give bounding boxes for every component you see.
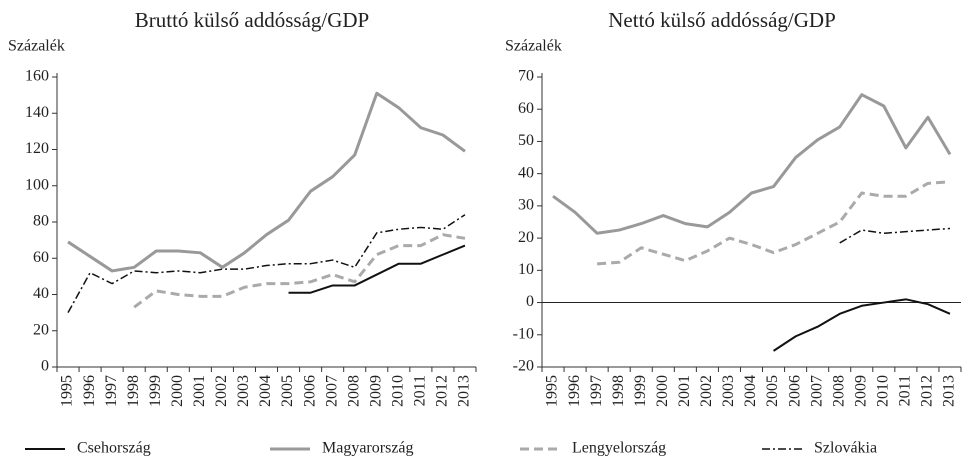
x-tick-label: 2007 <box>323 375 340 407</box>
x-tick-label: 2003 <box>235 375 252 407</box>
y-tick-label: 20 <box>33 321 49 338</box>
x-tick-label: 2010 <box>389 375 406 407</box>
y-tick-label: 60 <box>518 100 534 117</box>
legend-label: Magyarország <box>322 440 414 457</box>
x-tick-label: 2009 <box>367 375 384 407</box>
x-tick-label: 1998 <box>610 375 627 407</box>
x-tick-label: 2005 <box>279 375 296 407</box>
x-tick-label: 2006 <box>301 375 318 407</box>
series-line <box>773 298 951 352</box>
chart-title: Nettó külső addósság/GDP <box>608 8 836 32</box>
x-tick-label: 1996 <box>566 375 583 407</box>
x-tick-label: 2004 <box>257 375 274 407</box>
x-tick-label: 2004 <box>742 375 759 407</box>
y-tick-label: 10 <box>518 261 534 278</box>
y-tick-label: 40 <box>33 285 49 302</box>
x-tick-label: 2002 <box>213 375 230 407</box>
x-tick-label: 2003 <box>720 375 737 407</box>
x-tick-label: 1996 <box>81 375 98 407</box>
y-tick-label: 0 <box>41 358 49 375</box>
y-tick-label: -10 <box>513 325 534 342</box>
x-tick-label: 2007 <box>808 375 825 407</box>
x-tick-label: 2000 <box>169 375 186 407</box>
x-tick-label: 2001 <box>191 375 208 407</box>
x-tick-label: 1995 <box>59 375 76 407</box>
y-tick-label: 0 <box>526 293 534 310</box>
x-tick-label: 2000 <box>654 375 671 407</box>
series-line <box>597 180 951 266</box>
y-tick-label: 30 <box>518 197 534 214</box>
x-tick-label: 2009 <box>852 375 869 407</box>
y-tick-label: 80 <box>33 213 49 230</box>
series-line <box>839 227 951 244</box>
x-tick-label: 2010 <box>874 375 891 407</box>
y-tick-label: 70 <box>518 68 534 85</box>
x-tick-label: 2011 <box>412 375 429 406</box>
x-tick-label: 1999 <box>147 375 164 407</box>
x-tick-label: 2012 <box>434 375 451 407</box>
y-tick-label: 50 <box>518 132 534 149</box>
x-tick-label: 2001 <box>676 375 693 407</box>
x-tick-label: 2008 <box>345 375 362 407</box>
series-line <box>133 233 466 309</box>
x-tick-label: 1997 <box>588 375 605 407</box>
y-tick-label: 160 <box>25 68 49 85</box>
x-tick-label: 1998 <box>125 375 142 407</box>
x-tick-label: 1997 <box>103 375 120 407</box>
x-tick-label: 2006 <box>786 375 803 407</box>
series-line <box>288 244 466 294</box>
y-tick-label: -20 <box>513 358 534 375</box>
legend-label: Lengyelország <box>572 440 666 457</box>
x-tick-label: 2013 <box>941 375 958 407</box>
legend-label: Szlovákia <box>814 440 877 457</box>
x-tick-label: 2012 <box>919 375 936 407</box>
chart-title: Bruttó külső addósság/GDP <box>135 8 370 32</box>
x-tick-label: 2005 <box>764 375 781 407</box>
series-line <box>67 91 466 273</box>
series-line <box>552 93 952 235</box>
series-line <box>67 214 466 313</box>
x-tick-label: 2008 <box>830 375 847 407</box>
x-tick-label: 2011 <box>897 375 914 406</box>
y-tick-label: 140 <box>25 104 49 121</box>
x-tick-label: 2002 <box>698 375 715 407</box>
y-tick-label: 60 <box>33 249 49 266</box>
legend-label: Csehország <box>77 440 151 457</box>
y-tick-label: 120 <box>25 140 49 157</box>
x-tick-label: 1999 <box>632 375 649 407</box>
y-axis-label: Százalék <box>8 38 65 55</box>
x-tick-label: 1995 <box>544 375 561 407</box>
y-tick-label: 20 <box>518 229 534 246</box>
y-axis-label: Százalék <box>505 38 562 55</box>
y-tick-label: 100 <box>25 176 49 193</box>
x-tick-label: 2013 <box>456 375 473 407</box>
y-tick-label: 40 <box>518 164 534 181</box>
